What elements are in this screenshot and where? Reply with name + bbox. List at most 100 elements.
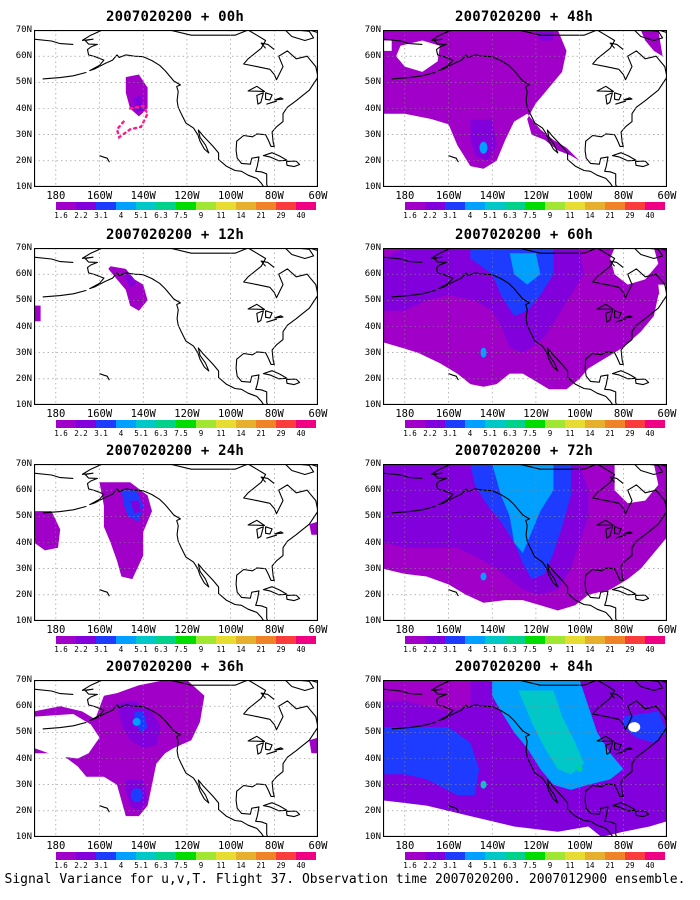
- colorbar-swatch: [545, 420, 565, 428]
- colorbar-label: 14: [236, 211, 246, 220]
- colorbar-swatch: [605, 202, 625, 210]
- lat-label: 40N: [364, 321, 381, 332]
- lon-label: 160W: [435, 624, 462, 636]
- colorbar-swatch: [76, 852, 96, 860]
- map-panel-p12: 2007020200 + 12h 70N 60N 50N 40N 30N 20N 10N 180…: [0, 218, 350, 438]
- colorbar-label: 1.6: [403, 211, 417, 220]
- colorbar-label: 2.2: [423, 429, 437, 438]
- lat-label: 20N: [364, 373, 381, 384]
- colorbar-swatch: [625, 202, 645, 210]
- colorbar-swatch: [525, 636, 545, 644]
- map-panel-p48: 2007020200 + 48h 70N 60N 50N 40N 30N 20N 10N 180…: [349, 0, 699, 220]
- colorbar-swatch: [465, 420, 485, 428]
- colorbar-swatch: [525, 420, 545, 428]
- map-area: [34, 30, 318, 187]
- colorbar-swatch: [156, 636, 176, 644]
- lon-label: 60W: [308, 624, 328, 636]
- colorbar: [56, 202, 316, 210]
- colorbar-swatch: [136, 420, 156, 428]
- variance-fill: [383, 248, 667, 390]
- colorbar-swatch: [236, 202, 256, 210]
- lon-label: 140W: [130, 840, 156, 852]
- lon-label: 140W: [479, 408, 505, 420]
- colorbar-label: 4: [467, 211, 473, 220]
- variance-fill: [383, 680, 667, 837]
- colorbar-label: 6.3: [154, 645, 168, 654]
- colorbar-label: 21: [605, 645, 615, 654]
- lat-label: 50N: [364, 727, 381, 738]
- colorbar-swatch: [425, 636, 445, 644]
- colorbar-label: 4: [118, 211, 124, 220]
- colorbar-label: 21: [605, 429, 615, 438]
- colorbar-swatch: [76, 636, 96, 644]
- colorbar-swatch: [56, 420, 76, 428]
- colorbar-label: 2.2: [423, 211, 437, 220]
- colorbar-label: 5.1: [483, 211, 497, 220]
- colorbar-swatch: [425, 202, 445, 210]
- lon-label: 60W: [308, 190, 328, 202]
- lon-label: 80W: [613, 190, 633, 202]
- colorbar-label: 2.2: [423, 645, 437, 654]
- colorbar-label: 3.1: [94, 429, 108, 438]
- lon-label: 60W: [657, 840, 677, 852]
- lon-label: 120W: [523, 624, 549, 636]
- lat-label: 40N: [364, 103, 381, 114]
- colorbar-swatch: [296, 852, 316, 860]
- colorbar-swatch: [196, 420, 216, 428]
- lon-label: 160W: [86, 408, 113, 420]
- colorbar-swatch: [445, 420, 465, 428]
- colorbar-label: 40: [645, 861, 655, 870]
- colorbar-label: 4: [467, 645, 473, 654]
- colorbar-swatch: [585, 420, 605, 428]
- map-frame: [383, 248, 667, 405]
- lat-label: 40N: [15, 321, 32, 332]
- colorbar-swatch: [465, 636, 485, 644]
- gridlines: [34, 680, 318, 837]
- colorbar-label: 3.1: [94, 861, 108, 870]
- lon-label: 60W: [657, 190, 677, 202]
- figure-caption: Signal Variance for u,v,T. Flight 37. Ob…: [4, 872, 686, 887]
- colorbar-label: 5.1: [134, 861, 148, 870]
- coastlines: [383, 680, 667, 837]
- colorbar-label: 5.1: [483, 645, 497, 654]
- lon-label: 180: [395, 408, 415, 420]
- lat-label: 10N: [15, 616, 32, 626]
- colorbar-swatch: [76, 202, 96, 210]
- colorbar-label: 14: [236, 429, 246, 438]
- colorbar-label: 11: [216, 429, 226, 438]
- colorbar-swatch: [176, 202, 196, 210]
- variance-fill: [34, 482, 318, 580]
- colorbar-swatch: [425, 852, 445, 860]
- colorbar-swatch: [96, 852, 116, 860]
- lat-label: 30N: [15, 129, 32, 140]
- variance-fill: [34, 266, 148, 322]
- map-frame: [383, 680, 667, 837]
- colorbar-swatch: [216, 420, 236, 428]
- colorbar-label: 40: [296, 861, 306, 870]
- colorbar-label: 2.2: [74, 861, 88, 870]
- colorbar-swatch: [565, 852, 585, 860]
- lon-label: 160W: [435, 190, 462, 202]
- lat-label: 40N: [15, 537, 32, 548]
- variance-fill: [34, 680, 318, 817]
- lat-label: 60N: [364, 51, 381, 62]
- colorbar-label: 14: [585, 645, 595, 654]
- colorbar-label: 29: [276, 211, 286, 220]
- colorbar-label: 6.3: [154, 211, 168, 220]
- lat-label: 20N: [15, 805, 32, 816]
- colorbar-swatch: [96, 420, 116, 428]
- map-frame: [383, 30, 667, 187]
- colorbar-swatch: [565, 420, 585, 428]
- lat-label: 50N: [364, 511, 381, 522]
- colorbar-swatch: [176, 636, 196, 644]
- colorbar-label: 11: [216, 645, 226, 654]
- colorbar-swatch: [485, 420, 505, 428]
- colorbar-label: 29: [276, 861, 286, 870]
- lat-label: 30N: [364, 563, 381, 574]
- colorbar-label: 7.5: [523, 429, 537, 438]
- colorbar-swatch: [56, 852, 76, 860]
- coastlines: [383, 30, 667, 187]
- gridlines: [383, 248, 667, 405]
- colorbar-label: 6.3: [503, 861, 517, 870]
- lat-label: 70N: [15, 675, 32, 685]
